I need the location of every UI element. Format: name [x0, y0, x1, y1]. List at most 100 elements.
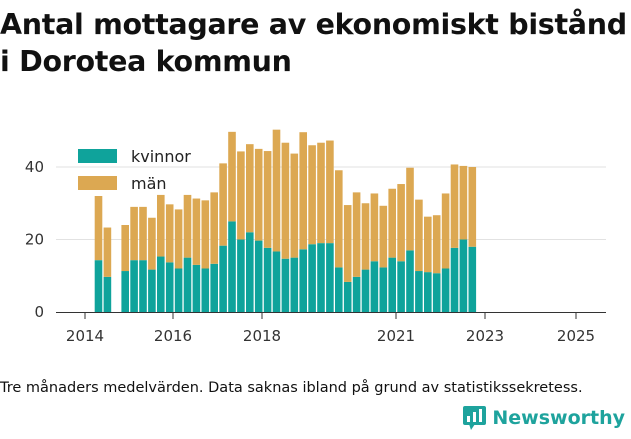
bar-kvinnor: [201, 268, 210, 312]
bar-stack: [441, 193, 450, 312]
legend-label: kvinnor: [131, 147, 191, 166]
bar-stack: [335, 170, 343, 312]
bar-kvinnor: [121, 271, 129, 312]
bar-man: [228, 131, 236, 222]
bar-man: [201, 200, 210, 269]
bar-man: [343, 205, 352, 282]
bar-kvinnor: [228, 221, 236, 312]
bar-man: [94, 196, 103, 261]
bar-stack: [308, 145, 316, 312]
bar-stack: [192, 198, 201, 312]
x-tick-label: 2025: [557, 327, 595, 345]
bar-man: [237, 151, 245, 240]
legend-swatch-män: [78, 176, 117, 190]
bar-stack: [121, 225, 129, 312]
bar-stack: [210, 192, 218, 312]
bar-man: [415, 199, 423, 272]
bar-stack: [263, 151, 272, 312]
bar-stack: [370, 193, 379, 312]
bar-kvinnor: [157, 256, 165, 312]
axes: 0 20 40 2014 2016 2018 2021 2023 2025: [25, 158, 606, 345]
bar-man: [165, 204, 174, 263]
bar-stack: [183, 194, 192, 312]
bar-kvinnor: [308, 244, 316, 312]
bar-stack: [450, 164, 459, 312]
bar-man: [468, 167, 477, 247]
bar-man: [192, 198, 201, 265]
bar-man: [317, 142, 325, 244]
bar-man: [379, 205, 388, 268]
bar-kvinnor: [103, 276, 112, 312]
bar-man: [281, 142, 290, 259]
bar-man: [450, 164, 459, 248]
bar-stack: [326, 140, 334, 312]
bar-stack: [246, 144, 254, 312]
bar-man: [219, 163, 227, 246]
bar-kvinnor: [450, 247, 459, 312]
x-tick-label: 2016: [154, 327, 192, 345]
bar-man: [370, 193, 379, 262]
bar-kvinnor: [174, 268, 183, 312]
bar-man: [352, 192, 361, 277]
bar-kvinnor: [139, 260, 147, 312]
bar-man: [263, 151, 272, 248]
bar-kvinnor: [370, 261, 379, 312]
bar-man: [290, 153, 299, 258]
bar-stack: [406, 167, 414, 312]
bar-stack: [352, 192, 361, 312]
bar-kvinnor: [441, 268, 450, 312]
y-tick-label: 20: [25, 231, 44, 249]
bar-man: [148, 217, 156, 270]
bar-man: [210, 192, 218, 264]
bar-stack: [299, 132, 307, 312]
bar-kvinnor: [361, 269, 370, 312]
bar-man: [424, 216, 432, 273]
bar-stack: [432, 215, 441, 312]
bar-man: [139, 206, 147, 261]
y-tick-label: 0: [34, 303, 44, 321]
bar-kvinnor: [219, 245, 227, 312]
bar-stack: [94, 196, 103, 312]
bar-kvinnor: [263, 247, 272, 312]
legend-label: män: [131, 174, 167, 193]
bars: [94, 129, 477, 312]
bar-man: [308, 145, 316, 245]
bar-kvinnor: [424, 272, 432, 312]
bar-kvinnor: [281, 258, 290, 312]
bar-man: [254, 148, 263, 241]
bar-kvinnor: [237, 239, 245, 312]
bar-stack: [317, 142, 325, 312]
bar-kvinnor: [397, 261, 405, 312]
bar-stack: [272, 129, 281, 312]
bar-kvinnor: [317, 243, 325, 312]
bar-man: [299, 132, 307, 250]
bar-stack: [290, 153, 299, 312]
bar-man: [272, 129, 281, 252]
bar-man: [130, 206, 138, 261]
bar-stack: [103, 227, 112, 312]
bar-man: [174, 209, 183, 269]
bar-man: [103, 227, 112, 277]
bar-kvinnor: [432, 273, 441, 312]
bar-stack: [415, 199, 423, 312]
bar-stack: [397, 184, 405, 312]
x-tick-label: 2021: [377, 327, 415, 345]
newsworthy-logo-icon: [463, 406, 487, 430]
x-tick-label: 2018: [243, 327, 281, 345]
bar-kvinnor: [130, 260, 138, 312]
bar-stack: [174, 209, 183, 312]
chart-caption: Tre månaders medelvärden. Data saknas ib…: [0, 380, 583, 396]
bar-kvinnor: [379, 267, 388, 312]
bar-man: [335, 170, 343, 268]
bar-man: [432, 215, 441, 274]
bar-man: [388, 188, 396, 258]
bar-stack: [281, 142, 290, 312]
y-tick-label: 40: [25, 158, 44, 176]
chart-title-line-1: Antal mottagare av ekonomiskt bistånd: [0, 8, 627, 41]
bar-stack: [237, 151, 245, 312]
bar-stack: [459, 165, 468, 312]
bar-kvinnor: [352, 276, 361, 312]
bar-man: [157, 194, 165, 257]
bar-kvinnor: [192, 264, 201, 312]
